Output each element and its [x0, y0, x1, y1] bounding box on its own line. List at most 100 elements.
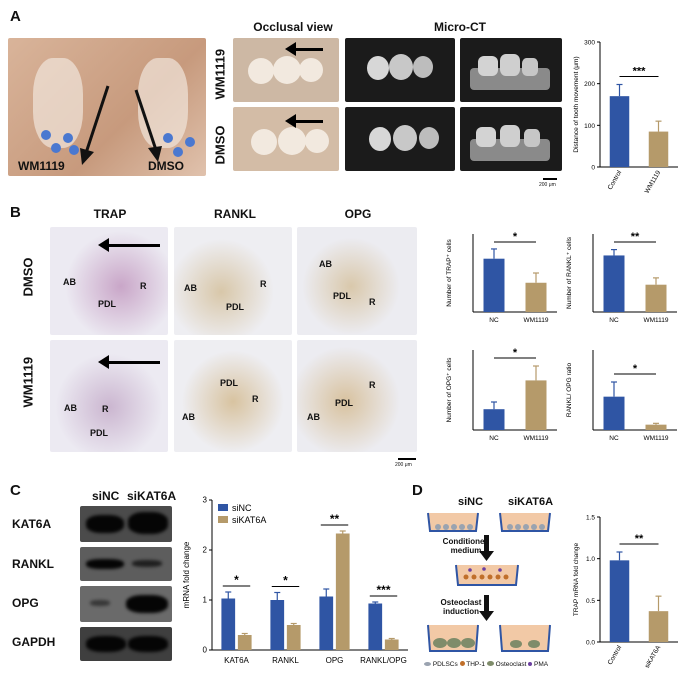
bar [645, 284, 667, 312]
bar [368, 603, 383, 650]
significance-marker: * [234, 573, 239, 587]
chart-b-rankl: Number of RANKL⁺ cells NC WM1119 ** [566, 231, 677, 324]
microct-wm1119-lateral [460, 38, 562, 102]
microct-wm1119-occlusal [345, 38, 455, 102]
y-axis-label: mRNA fold change [182, 541, 191, 608]
label-r: R [260, 279, 267, 289]
y-axis-label: Number of TRAP⁺ cells [446, 238, 453, 306]
y-tick-label: 200 [584, 81, 595, 88]
bar [483, 409, 505, 430]
label-ab: AB [307, 412, 320, 422]
osteoclast-induction-label: Osteoclast induction [440, 598, 482, 616]
significance-marker: * [513, 231, 518, 243]
bar [609, 96, 630, 167]
histology-wm1119-trap: AB R PDL [50, 340, 168, 452]
blot-header-sikat6a: siKAT6A [127, 489, 177, 503]
label-ab: AB [64, 403, 77, 413]
x-tick-label: NC [489, 317, 499, 324]
x-tick-label: Control [607, 169, 624, 191]
significance-marker: *** [633, 66, 647, 78]
label-pdl: PDL [335, 398, 353, 408]
y-axis-label: Distance of tooth movement (μm) [573, 56, 580, 152]
blot-label-opg: OPG [12, 596, 39, 610]
y-axis-label: RANKL/ OPG ratio [566, 363, 573, 418]
bar [483, 258, 505, 312]
histology-wm1119-opg: PDL R AB [297, 340, 417, 452]
scale-label-a: 200 μm [539, 182, 556, 188]
chart-b-ratio: RANKL/ OPG ratio NC WM1119 * [566, 350, 677, 442]
legend-label: siNC [232, 503, 252, 513]
significance-marker: * [513, 347, 518, 359]
label-pdl: PDL [333, 291, 351, 301]
chart-a-distance: 0 100 200 300 Distance of tooth movement (μm… [573, 40, 678, 195]
bar [645, 424, 667, 430]
workflow-diagram [427, 512, 551, 652]
bar [286, 625, 301, 650]
label-r: R [369, 380, 376, 390]
y-tick-label: 0.5 [586, 598, 595, 605]
y-tick-label: 1.5 [586, 515, 595, 522]
panel-label-a: A [10, 8, 21, 25]
label-pdl: PDL [226, 302, 244, 312]
conditioned-medium-label: Conditioned medium [442, 537, 490, 555]
chart-c-mrna: 0 1 2 3 mRNA fold change KAT6A * RANKL * OPG ** RAN… [182, 496, 408, 665]
col-header-rankl: RANKL [214, 207, 256, 221]
bar [237, 635, 252, 650]
row-label-b-dmso: DMSO [20, 257, 36, 297]
y-tick-label: 1 [203, 596, 208, 605]
bar [270, 600, 285, 650]
significance-marker: ** [635, 533, 644, 545]
x-tick-label: Control [607, 644, 624, 666]
pma-icon [528, 662, 533, 666]
y-axis-label: Number of RANKL⁺ cells [566, 236, 573, 309]
x-tick-label: NC [609, 435, 619, 442]
microct-dmso-lateral [460, 107, 562, 171]
y-tick-label: 1.0 [586, 556, 595, 563]
label-ab: AB [182, 412, 195, 422]
x-tick-label: RANKL/OPG [360, 656, 407, 665]
legend-osteoclast: Osteoclast [495, 661, 527, 668]
y-axis-label: Number of OPG⁺ cells [446, 357, 453, 423]
significance-marker: ** [631, 231, 640, 243]
label-pdl: PDL [98, 299, 116, 309]
row-label-b-wm1119: WM1119 [20, 356, 36, 408]
chart-b-opg: Number of OPG⁺ cells NC WM1119 * [446, 347, 557, 442]
col-header-trap: TRAP [93, 207, 127, 221]
label-r: R [252, 394, 259, 404]
scale-label-b: 200 μm [395, 462, 412, 468]
legend-pdlscs: PDLSCs [432, 661, 458, 668]
scale-bar-b [398, 458, 416, 460]
x-tick-label: WM1119 [643, 317, 668, 324]
chart-b-trap: Number of TRAP⁺ cells NC WM1119 * [446, 231, 557, 324]
x-tick-label: RANKL [272, 656, 299, 665]
x-tick-label: WM1119 [644, 169, 663, 195]
legend-swatch [218, 504, 228, 511]
bar [319, 596, 334, 650]
bar [384, 639, 399, 650]
palate-photo: WM1119 DMSO [8, 38, 206, 176]
histology-dmso-trap: AB PDL R [50, 227, 168, 335]
microct-dmso-occlusal [345, 107, 455, 171]
y-tick-label: 100 [584, 123, 595, 130]
y-tick-label: 300 [584, 40, 595, 47]
histology-dmso-rankl: AB PDL R [174, 227, 292, 335]
y-tick-label: 2 [203, 546, 208, 555]
movement-arrows [41, 85, 195, 165]
scale-bar-a [543, 178, 557, 180]
blot-opg [80, 586, 172, 622]
x-tick-label: WM1119 [643, 435, 668, 442]
occlusal-view-header: Occlusal view [253, 20, 333, 34]
dish-label-sikat6a: siKAT6A [508, 496, 554, 508]
blot-header-sinc: siNC [92, 489, 120, 503]
blot-label-kat6a: KAT6A [12, 517, 52, 531]
panel-label-c: C [10, 482, 21, 499]
label-ab: AB [184, 283, 197, 293]
label-pdl: PDL [90, 428, 108, 438]
occlusal-photo-dmso [233, 107, 339, 171]
significance-marker: * [283, 574, 288, 588]
photo-label-dmso: DMSO [148, 159, 184, 173]
row-label-dmso: DMSO [212, 125, 228, 165]
y-tick-label: 0 [591, 165, 595, 172]
legend-pma: PMA [534, 661, 549, 668]
micro-ct-header: Micro-CT [434, 20, 486, 34]
